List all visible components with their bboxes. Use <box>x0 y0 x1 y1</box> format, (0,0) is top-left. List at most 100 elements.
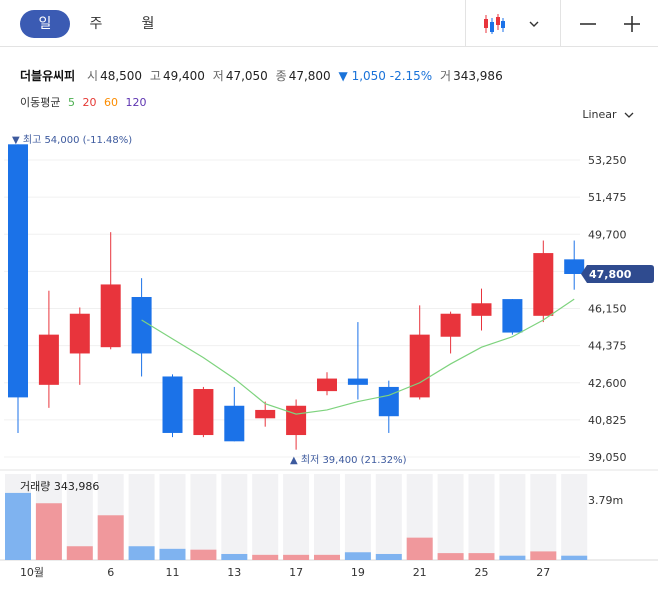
ma-period-120[interactable]: 120 <box>125 96 147 109</box>
candle-body <box>533 253 554 316</box>
candle-body <box>100 284 121 348</box>
candle-body <box>471 303 492 316</box>
candle-body <box>69 313 90 354</box>
price-tick-label: 40,825 <box>588 414 627 427</box>
minus-icon[interactable] <box>572 8 604 40</box>
candle-body <box>409 334 430 398</box>
moving-average-legend: 이동평균 5 20 60 120 <box>20 94 150 110</box>
change-value: ▼ 1,050 -2.15% <box>338 69 433 83</box>
volume-background <box>344 474 371 560</box>
low-value: 47,050 <box>225 69 268 83</box>
low-annotation: ▲ 최저 39,400 (21.32%) <box>290 454 407 466</box>
ma-period-60[interactable]: 60 <box>103 96 118 109</box>
price-tick-label: 46,150 <box>588 303 627 316</box>
volume-background <box>499 474 526 560</box>
volume-background <box>252 474 279 560</box>
x-tick-label: 25 <box>475 566 489 579</box>
x-tick-label: 13 <box>227 566 241 579</box>
tab-month[interactable]: 월 <box>141 16 155 32</box>
price-tick-label: 49,700 <box>588 228 627 241</box>
volume-bar <box>159 548 186 560</box>
volume-background <box>468 474 495 560</box>
candlestick-icon[interactable] <box>478 8 510 40</box>
volume-bar <box>468 553 495 560</box>
scale-selector[interactable]: Linear <box>582 108 634 121</box>
volume-bar <box>128 546 155 560</box>
tab-day[interactable]: 일 <box>20 10 70 38</box>
x-tick-label: 11 <box>166 566 180 579</box>
volume-background <box>128 474 155 560</box>
plus-icon[interactable] <box>616 8 648 40</box>
ma5-polyline <box>141 298 575 415</box>
candle-body <box>131 296 152 354</box>
tab-week[interactable]: 주 <box>89 16 103 32</box>
volume-bar <box>314 554 340 560</box>
volume-background <box>530 474 557 560</box>
price-tick-label: 39,050 <box>588 451 627 464</box>
scale-label: Linear <box>582 108 617 121</box>
close-label: 종 <box>275 69 287 83</box>
volume-background <box>314 474 340 560</box>
volume-background <box>221 474 248 560</box>
candle-body <box>38 334 59 385</box>
candle-body <box>564 259 585 274</box>
volume-bar <box>5 492 31 560</box>
x-tick-label: 27 <box>536 566 550 579</box>
volume-panel <box>0 469 658 561</box>
x-tick-label: 17 <box>289 566 303 579</box>
volume-background <box>159 474 186 560</box>
price-axis: 53,25051,47549,70047,92546,15044,37542,6… <box>588 154 627 464</box>
ma-period-20[interactable]: 20 <box>82 96 97 109</box>
low-label: 저 <box>212 69 224 83</box>
price-grid <box>4 159 580 458</box>
candle-body <box>224 405 245 442</box>
candles <box>8 144 585 450</box>
toolbar-divider <box>560 0 561 46</box>
candle-body <box>440 313 461 337</box>
volume-panel-label: 거래량 343,986 <box>20 480 99 493</box>
volume-label: 거 <box>440 69 452 83</box>
stock-name: 더블유씨피 <box>20 69 76 83</box>
price-tick-label: 53,250 <box>588 154 627 167</box>
candle-body <box>193 389 214 436</box>
volume-bar <box>190 549 217 560</box>
quote-summary: 더블유씨피 시 48,500 고 49,400 저 47,050 종 47,800 ▼ … <box>20 67 503 84</box>
volume-bar <box>406 537 433 560</box>
high-label: 고 <box>149 69 161 83</box>
high-value: 49,400 <box>162 69 205 83</box>
volume-bar <box>561 555 588 560</box>
x-tick-label: 19 <box>351 566 365 579</box>
price-tick-label: 44,375 <box>588 340 627 353</box>
moving-average-label: 이동평균 <box>20 96 61 109</box>
candle-body <box>286 405 307 436</box>
close-value: 47,800 <box>288 69 331 83</box>
x-tick-label: 6 <box>107 566 114 579</box>
volume-axis-tick: 3.79m <box>588 494 623 507</box>
ma-period-5[interactable]: 5 <box>67 96 75 109</box>
candle-body <box>502 299 523 333</box>
volume-background <box>66 474 93 560</box>
high-annotation: ▼ 최고 54,000 (-11.48%) <box>12 134 132 146</box>
open-label: 시 <box>87 69 99 83</box>
volume-bar <box>375 553 402 560</box>
volume-background <box>437 474 464 560</box>
ma5-line <box>141 298 575 415</box>
volume-bar <box>252 554 279 560</box>
volume-bar <box>437 553 464 560</box>
last-price-tag: 47,800 <box>581 264 654 283</box>
volume-background <box>561 474 588 560</box>
toolbar-divider <box>465 0 466 46</box>
candle-body <box>317 378 337 392</box>
x-tick-label: 10월 <box>20 566 44 579</box>
volume-bar <box>97 515 124 560</box>
last-price-label: 47,800 <box>589 268 632 281</box>
candle-body <box>347 378 368 385</box>
chevron-down-icon[interactable] <box>518 8 550 40</box>
volume-bar <box>221 553 248 560</box>
candle-body <box>8 144 28 398</box>
price-tick-label: 51,475 <box>588 191 627 204</box>
x-tick-label: 21 <box>413 566 427 579</box>
price-tick-label: 42,600 <box>588 377 627 390</box>
volume-bar <box>283 554 310 560</box>
